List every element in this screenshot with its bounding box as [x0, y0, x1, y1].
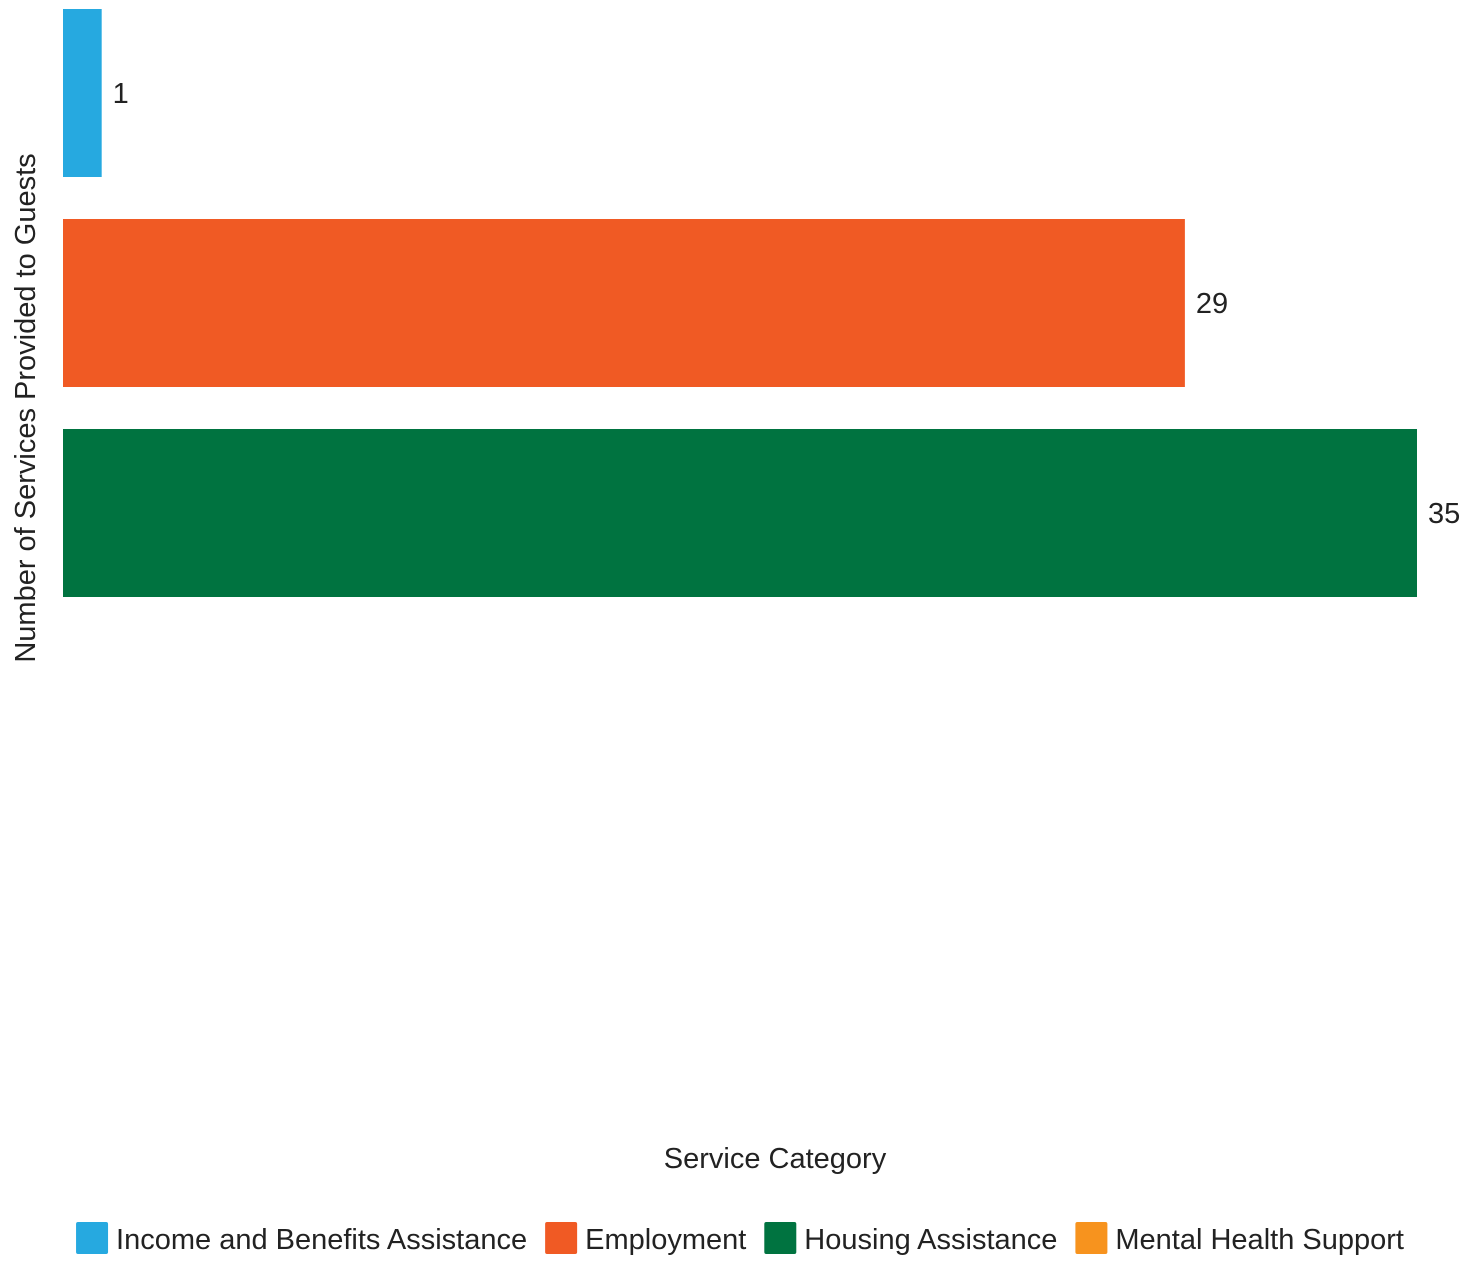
data-label-employment: 29 — [1196, 288, 1228, 320]
legend-swatch-employment — [545, 1222, 578, 1254]
y-axis-label: Number of Services Provided to Guests — [10, 153, 42, 662]
data-labels-group: 1 29 35 — [113, 78, 1461, 530]
legend-label-income-and-benefits-assistance: Income and Benefits Assistance — [116, 1224, 527, 1256]
bar-employment — [63, 219, 1185, 387]
bar-income-and-benefits-assistance — [63, 9, 102, 177]
bar-housing-assistance — [63, 429, 1417, 597]
legend-swatch-mental-health-support — [1075, 1222, 1108, 1254]
data-label-income-and-benefits-assistance: 1 — [113, 78, 129, 110]
legend-swatch-income-and-benefits-assistance — [76, 1222, 109, 1254]
bars-group — [63, 9, 1417, 597]
legend-label-employment: Employment — [585, 1224, 746, 1256]
data-label-housing-assistance: 35 — [1428, 498, 1460, 530]
legend: Income and Benefits Assistance Employment… — [76, 1222, 1404, 1256]
legend-label-housing-assistance: Housing Assistance — [804, 1224, 1057, 1256]
x-axis-label: Service Category — [664, 1143, 887, 1175]
legend-label-mental-health-support: Mental Health Support — [1115, 1224, 1404, 1256]
legend-swatch-housing-assistance — [764, 1222, 797, 1254]
